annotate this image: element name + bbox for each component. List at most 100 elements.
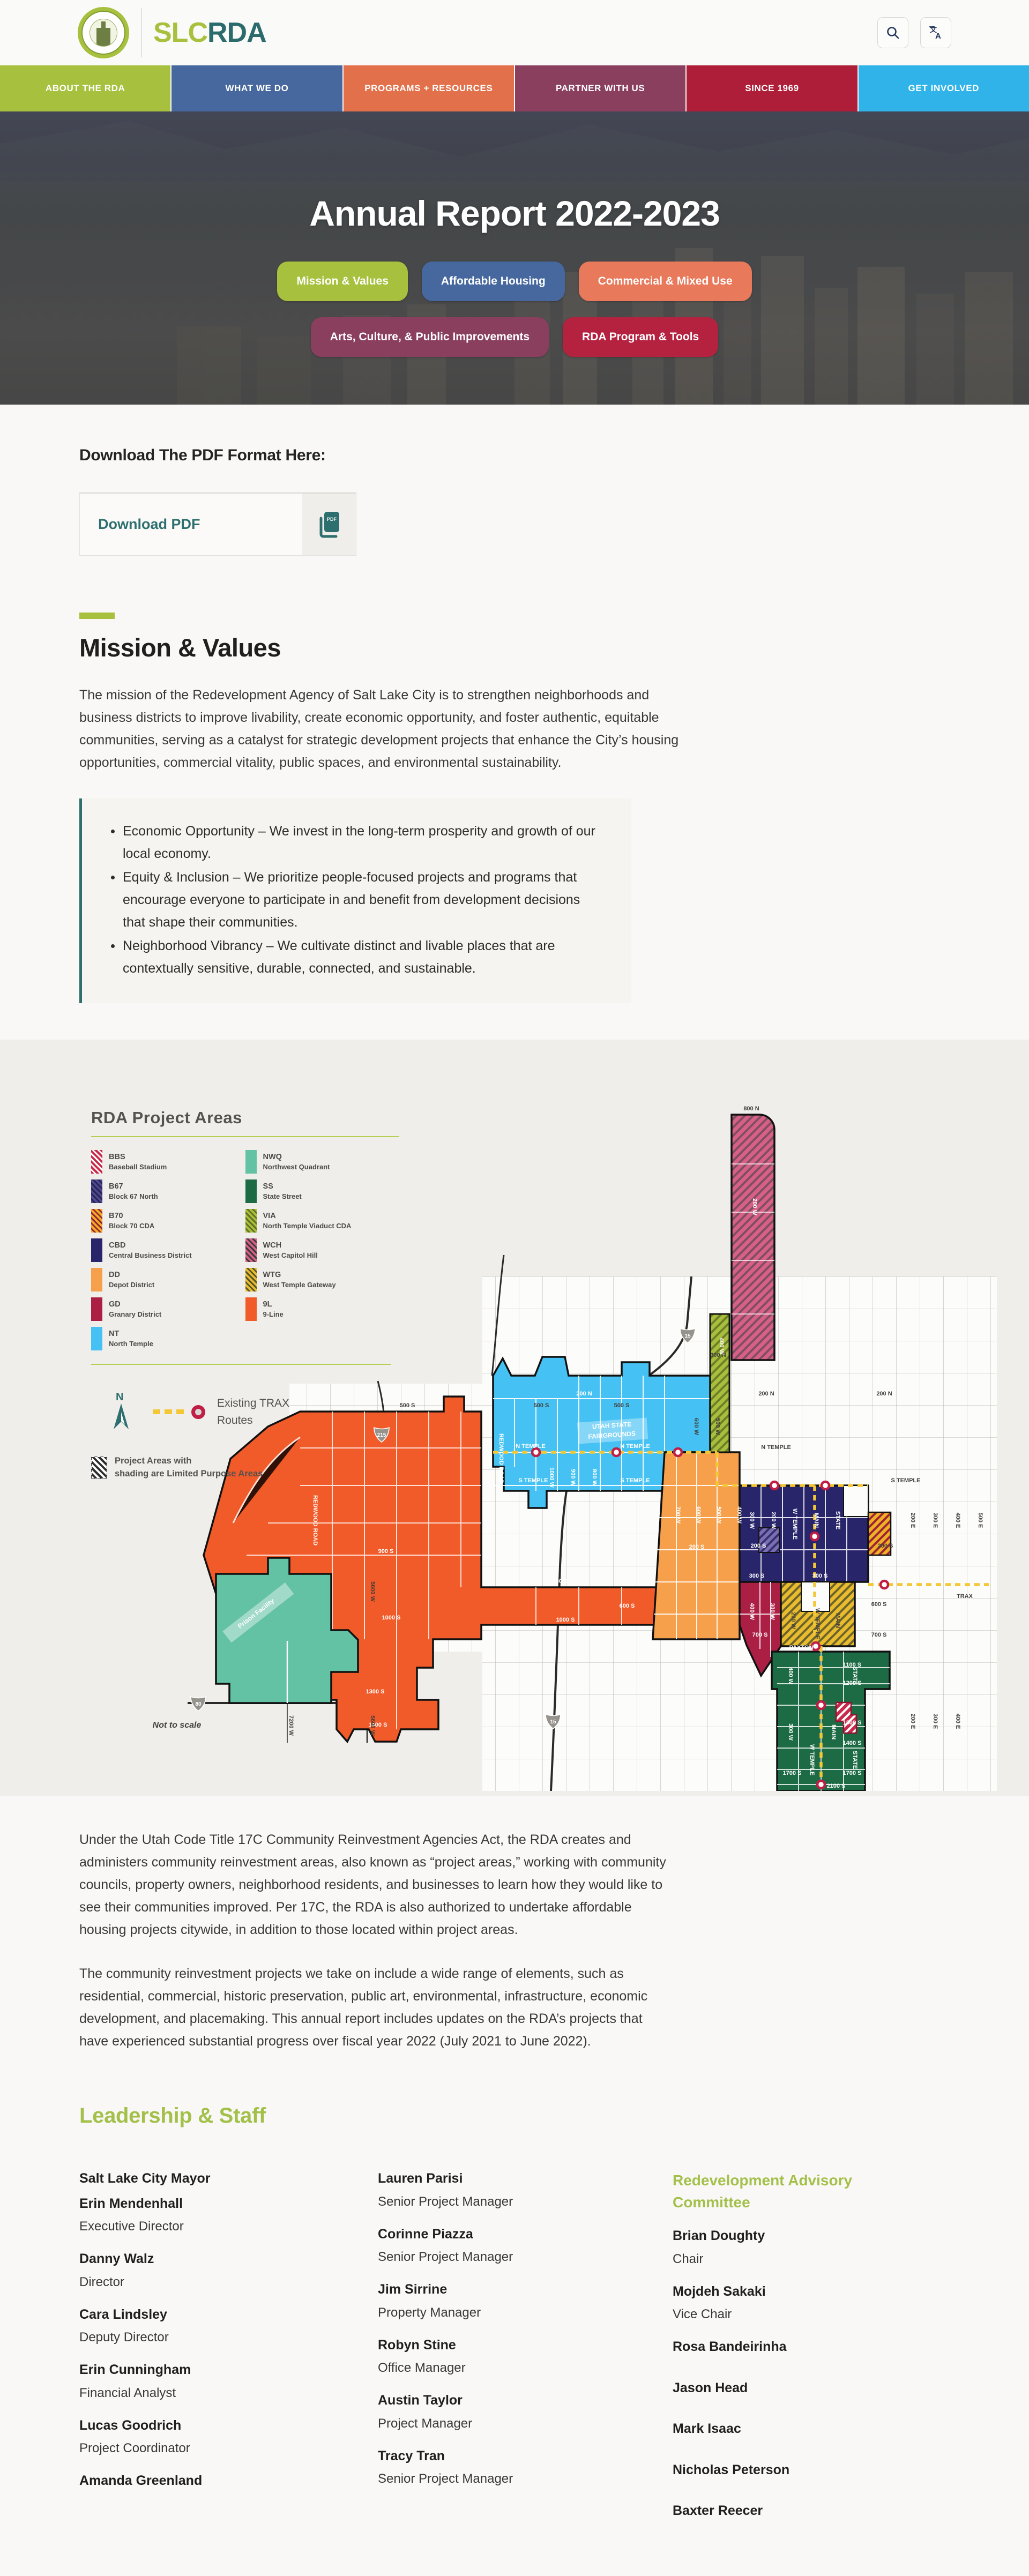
legend-item-b70: B70 Block 70 CDA [91, 1209, 245, 1233]
staff-role: Financial Analyst [79, 2385, 176, 2400]
map-street-label: MAIN [834, 1613, 841, 1628]
map-street-label: 300 W [769, 1603, 776, 1620]
svg-text:80: 80 [195, 1701, 202, 1707]
map-street-label: N TEMPLE [761, 1444, 791, 1451]
map-street-label: 300 N [710, 1352, 726, 1358]
legend-swatch-nwq [245, 1150, 257, 1174]
legend-name: West Capitol Hill [263, 1251, 318, 1259]
staff-column-3: Redevelopment Advisory Committee Brian D… [673, 2170, 973, 2543]
staff-name: Brian Doughty [673, 2228, 765, 2244]
map-street-label: 5600 W [369, 1715, 376, 1736]
map-street-label: 1700 S [783, 1770, 802, 1776]
search-button[interactable] [877, 17, 908, 48]
trax-station-marker [820, 1480, 831, 1491]
map-street-label: 800 N [743, 1106, 759, 1112]
map-street-label: 200 S [878, 1543, 893, 1549]
staff-role: Senior Project Manager [378, 2250, 513, 2264]
legend-code: SS [263, 1182, 273, 1191]
map-street-label: 200 N [576, 1391, 592, 1397]
map-street-label: 200 E [909, 1714, 916, 1729]
area-block-70-cda[interactable] [867, 1511, 892, 1556]
map-street-label: 500 S [400, 1402, 415, 1409]
nav-item-about-the-rda[interactable]: ABOUT THE RDA [0, 65, 171, 111]
map-street-label: TRAX [957, 1593, 973, 1600]
area-west-capitol-hill[interactable] [730, 1114, 776, 1361]
map-street-label: 900 S [553, 1578, 568, 1585]
page-title: Annual Report 2022-2023 [309, 193, 720, 233]
staff-entry: Jason Head [673, 2379, 973, 2397]
hero-pill-commercial-mixed-use[interactable]: Commercial & Mixed Use [578, 262, 752, 301]
legend-code: BBS [109, 1153, 125, 1162]
translate-button[interactable]: 文 A [920, 17, 951, 48]
staff-name: Nicholas Peterson [673, 2462, 790, 2477]
legend-swatch-bbs [91, 1150, 102, 1174]
logo[interactable]: SLCRDA [78, 7, 267, 58]
legend-swatch-dd [91, 1268, 102, 1291]
map-street-label: 5600 W [369, 1581, 376, 1602]
map-street-label: 300 S [749, 1573, 765, 1579]
legend-item-nwq: NWQ Northwest Quadrant [245, 1150, 400, 1174]
legend-code: 9L [263, 1300, 272, 1309]
nav-item-what-we-do[interactable]: WHAT WE DO [170, 65, 342, 111]
project-areas-map: 15 15 215 80 800 N 200 W 300 N 200 N 200 N 200 N… [153, 1106, 997, 1791]
staff-role: Property Manager [378, 2305, 481, 2320]
nav-item-since-1969[interactable]: SINCE 1969 [685, 65, 857, 111]
map-street-label: 800 W [591, 1469, 598, 1486]
trax-station-marker [816, 1700, 826, 1711]
area-state-street[interactable] [771, 1651, 891, 1791]
trax-station-marker [769, 1480, 780, 1491]
map-street-label: 1200 S [843, 1680, 862, 1686]
limited-purpose-key: Project Areas with shading are Limited Pu… [91, 1455, 263, 1481]
map-street-label: 900 W [570, 1469, 576, 1486]
staff-name: Salt Lake City Mayor [79, 2171, 211, 2186]
area-block-67-north[interactable] [758, 1527, 780, 1553]
legend-divider-2 [91, 1364, 391, 1365]
staff-name: Danny Walz [79, 2251, 154, 2266]
download-pdf-link[interactable]: Download PDF [98, 516, 200, 532]
nav-item-get-involved[interactable]: GET INVOLVED [857, 65, 1029, 111]
legend-name: Central Business District [109, 1251, 192, 1259]
staff-entry: Corinne Piazza Senior Project Manager [378, 2226, 630, 2265]
legend-swatch-b67 [91, 1179, 102, 1203]
legend-item-wtg: WTG West Temple Gateway [245, 1268, 400, 1291]
hero-pill-mission-values[interactable]: Mission & Values [277, 262, 408, 301]
staff-column-1: Salt Lake City Mayor Erin Mendenhall Execu… [79, 2170, 331, 2513]
staff-entry: Danny Walz Director [79, 2250, 331, 2290]
interstate-15-shield-icon: 15 [680, 1327, 696, 1344]
leadership-section: Leadership & Staff Salt Lake City Mayor E… [0, 2052, 1029, 2518]
trax-station-marker [816, 1779, 826, 1790]
hero-pill-arts-culture-public-improvements[interactable]: Arts, Culture, & Public Improvements [310, 317, 549, 357]
about-paragraph-1: Under the Utah Code Title 17C Community … [79, 1832, 666, 1937]
legend-name: Block 70 CDA [109, 1221, 155, 1230]
nav-item-programs-resources[interactable]: PROGRAMS + RESOURCES [342, 65, 514, 111]
map-street-label: 600 S [871, 1601, 887, 1608]
about-paragraph-2: The community reinvestment projects we t… [79, 1966, 648, 2049]
area-northwest-quadrant[interactable] [215, 1557, 359, 1704]
legend-name: Granary District [109, 1310, 162, 1318]
logo-wordmark: SLCRDA [153, 17, 267, 49]
map-street-label: 200 N [758, 1391, 774, 1397]
nav-item-partner-with-us[interactable]: PARTNER WITH US [513, 65, 686, 111]
staff-name: Amanda Greenland [79, 2473, 203, 2488]
trax-station-marker [531, 1447, 541, 1458]
hero-pill-rda-program-tools[interactable]: RDA Program & Tools [563, 317, 719, 357]
svg-text:N: N [116, 1391, 123, 1403]
map-street-label: MAIN [813, 1513, 819, 1528]
download-pdf-card[interactable]: Download PDF PDF [79, 492, 356, 556]
svg-text:文: 文 [930, 26, 937, 34]
legend-code: NWQ [263, 1153, 282, 1162]
area-north-temple-viaduct[interactable] [709, 1313, 730, 1453]
hero-pill-affordable-housing[interactable]: Affordable Housing [421, 262, 565, 301]
map-street-label: 900 S [378, 1548, 394, 1555]
map-street-label: 300 E [932, 1714, 938, 1729]
area-baseball-stadium[interactable] [835, 1701, 857, 1734]
staff-entry: Baxter Reecer [673, 2502, 973, 2520]
svg-text:PDF: PDF [327, 517, 337, 522]
legend-item-nt: NT North Temple [91, 1327, 245, 1350]
legend-item-ss: SS State Street [245, 1179, 400, 1203]
map-street-label: 1400 S [843, 1740, 862, 1746]
value-item: Equity & Inclusion – We prioritize peopl… [108, 866, 599, 934]
staff-role: Office Manager [378, 2361, 466, 2375]
search-icon [887, 27, 899, 39]
